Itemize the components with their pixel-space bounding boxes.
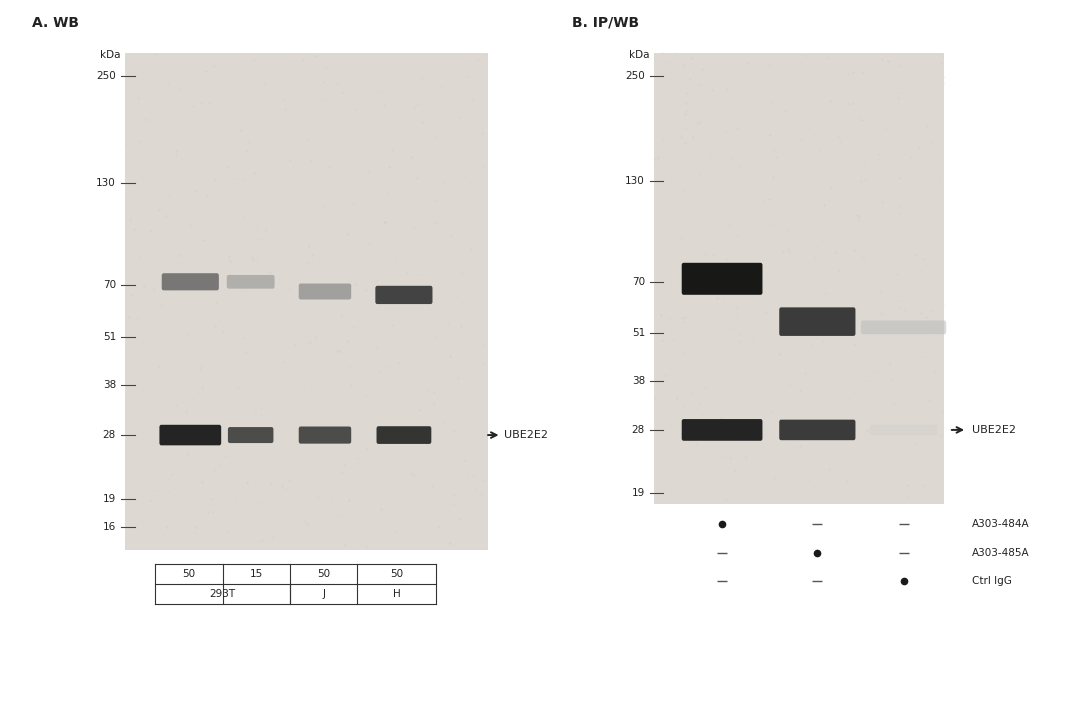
Text: Ctrl IgG: Ctrl IgG (972, 576, 1012, 586)
FancyBboxPatch shape (228, 427, 273, 443)
Bar (654, 53, 944, 504)
Text: A. WB: A. WB (32, 16, 80, 30)
FancyBboxPatch shape (376, 286, 432, 304)
FancyBboxPatch shape (162, 273, 219, 291)
Text: 38: 38 (632, 376, 645, 386)
Text: 28: 28 (632, 425, 645, 435)
Text: 130: 130 (625, 176, 645, 186)
Text: UBE2E2: UBE2E2 (503, 430, 548, 440)
Text: B. IP/WB: B. IP/WB (572, 16, 639, 30)
Text: H: H (393, 589, 401, 599)
FancyBboxPatch shape (227, 275, 274, 288)
Text: 38: 38 (103, 380, 116, 390)
Text: 15: 15 (249, 569, 264, 579)
Text: 293T: 293T (210, 589, 235, 599)
Text: 19: 19 (103, 493, 116, 503)
Text: 70: 70 (632, 276, 645, 286)
Text: 50: 50 (390, 569, 404, 579)
FancyBboxPatch shape (861, 321, 946, 334)
FancyBboxPatch shape (160, 425, 221, 446)
FancyBboxPatch shape (870, 425, 937, 435)
Text: J: J (322, 589, 325, 599)
FancyBboxPatch shape (681, 419, 762, 441)
Text: A303-485A: A303-485A (972, 548, 1029, 558)
Text: 51: 51 (103, 331, 116, 341)
FancyBboxPatch shape (299, 283, 351, 299)
FancyBboxPatch shape (299, 426, 351, 443)
Bar (125, 53, 487, 550)
Text: 250: 250 (96, 71, 116, 81)
Text: 19: 19 (632, 488, 645, 498)
Text: 51: 51 (632, 328, 645, 338)
Text: UBE2E2: UBE2E2 (972, 425, 1015, 435)
Text: 70: 70 (103, 280, 116, 290)
Text: kDa: kDa (629, 50, 649, 60)
Text: 130: 130 (96, 178, 116, 188)
Text: 28: 28 (103, 430, 116, 440)
FancyBboxPatch shape (780, 307, 855, 336)
Text: 50: 50 (318, 569, 330, 579)
Text: A303-484A: A303-484A (972, 519, 1029, 529)
FancyBboxPatch shape (377, 426, 431, 444)
Text: 250: 250 (625, 71, 645, 81)
Text: 16: 16 (103, 522, 116, 532)
FancyBboxPatch shape (681, 263, 762, 295)
Text: kDa: kDa (100, 50, 121, 60)
Text: 50: 50 (183, 569, 195, 579)
FancyBboxPatch shape (780, 420, 855, 441)
